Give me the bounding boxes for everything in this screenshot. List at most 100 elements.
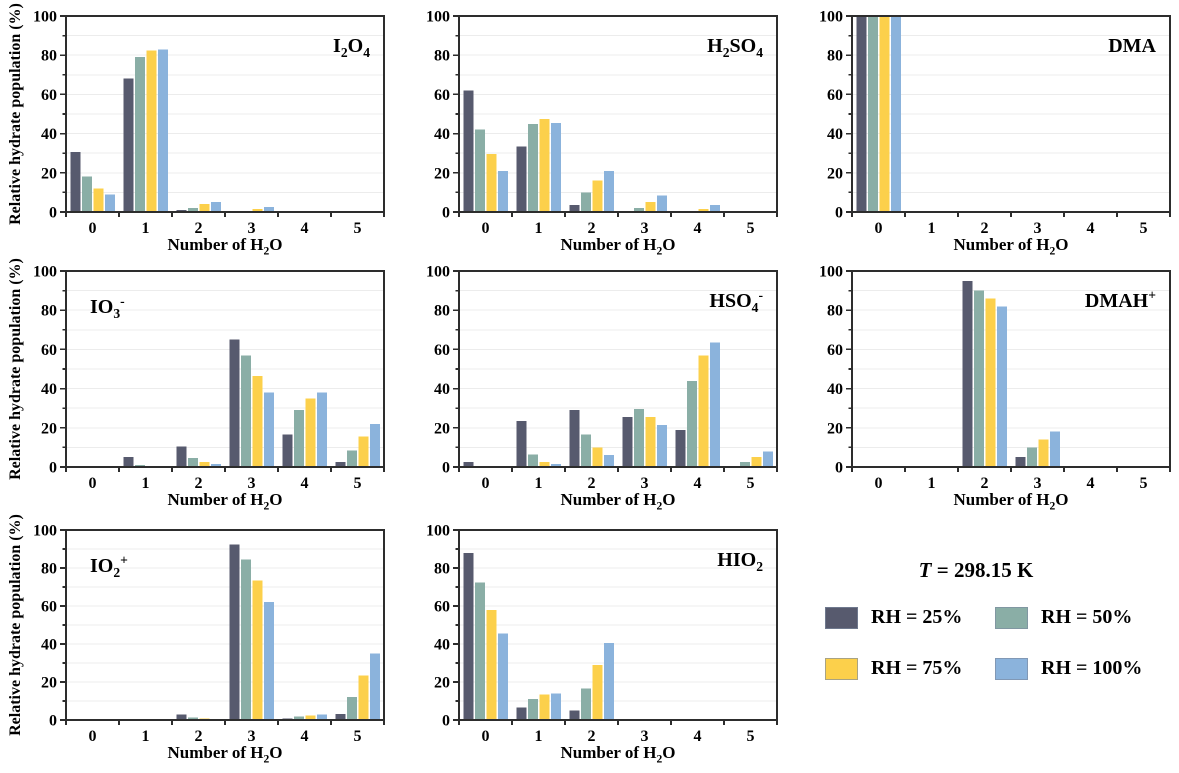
ytick-label: 80	[41, 48, 57, 65]
bar-io3-s0-c2	[176, 446, 187, 467]
panel-title-dma: DMA	[1108, 35, 1156, 57]
xtick-label: 4	[301, 475, 309, 492]
ytick-label: 40	[434, 637, 450, 654]
xtick-label: 4	[694, 475, 702, 492]
ytick-label: 20	[827, 165, 843, 182]
legend-label: RH = 75%	[871, 657, 963, 679]
panel-title-hso4: HSO4-	[709, 287, 763, 315]
ytick-label: 80	[41, 303, 57, 320]
x-axis-title: Number of H2O	[953, 490, 1068, 510]
panel-title-hio2: HIO2	[717, 549, 763, 574]
x-axis-title: Number of H2O	[167, 743, 282, 765]
bar-hso4-s2-c1	[539, 462, 550, 467]
panel-io3: 0 20 40 60 80 100 0 1 2 3 4 5 Number of H2O Relative …	[0, 255, 393, 510]
temperature-symbol: T	[918, 558, 932, 582]
xtick-label: 4	[301, 728, 309, 745]
bar-hso4-s0-c4	[675, 429, 686, 467]
bar-dma-s1-c0	[867, 16, 878, 212]
panel-hso4: 0 20 40 60 80 100 0 1 2 3 4 5 Number of H2O HSO4-	[393, 255, 786, 510]
panel-h2so4: 0 20 40 60 80 100 0 1 2 3 4 5 Number of H2O H2SO4	[393, 0, 786, 255]
xtick-label: 5	[354, 728, 362, 745]
bar-io3-s3-c2	[210, 464, 221, 467]
x-axis-title: Number of H2O	[560, 743, 675, 765]
xtick-label: 2	[195, 220, 203, 237]
xtick-label: 3	[248, 220, 256, 237]
bar-hio2-s0-c1	[516, 707, 527, 720]
xtick-label: 2	[588, 475, 596, 492]
legend-swatch	[825, 606, 858, 629]
bar-hso4-s1-c3	[633, 409, 644, 467]
chart-h2so4: 0 20 40 60 80 100 0 1 2 3 4 5 Number of H2O H2SO4	[426, 9, 778, 255]
xtick-label: 1	[142, 728, 150, 745]
bar-i2o4-s2-c3	[252, 209, 263, 212]
bar-dmah-s1-c3	[1026, 447, 1037, 467]
xtick-label: 3	[641, 220, 649, 237]
bar-hio2-s1-c0	[474, 582, 485, 720]
ytick-label: 40	[434, 381, 450, 398]
bar-h2so4-s1-c0	[474, 129, 485, 212]
bar-h2so4-s1-c1	[527, 123, 538, 212]
bar-io3-s1-c3	[240, 355, 251, 467]
ytick-label: 100	[33, 264, 57, 281]
bar-io2-s2-c5	[358, 675, 369, 720]
legend-swatch	[995, 606, 1028, 629]
ytick-label: 100	[426, 264, 450, 281]
xtick-label: 1	[142, 475, 150, 492]
legend-temperature-label: T = 298.15 K	[786, 558, 1166, 583]
bar-i2o4-s2-c1	[146, 50, 157, 212]
bar-h2so4-s3-c1	[550, 122, 561, 212]
ytick-label: 0	[442, 205, 450, 222]
xtick-label: 2	[981, 220, 989, 237]
legend: T = 298.15 K RH = 25% RH = 50% RH = 75% RH …	[786, 510, 1179, 773]
chart-i2o4: 0 20 40 60 80 100 0 1 2 3 4 5 Number of H2O Relative …	[7, 3, 385, 255]
bar-dmah-s0-c3	[1015, 457, 1026, 467]
bar-i2o4-s1-c1	[134, 57, 145, 212]
y-axis-title: Relative hydrate population (%)	[7, 258, 24, 480]
x-axis-title: Number of H2O	[953, 235, 1068, 255]
bar-io2-s3-c4	[316, 714, 327, 720]
xtick-label: 2	[195, 728, 203, 745]
panel-io2: 0 20 40 60 80 100 0 1 2 3 4 5 Number of H2O Relative …	[0, 510, 393, 773]
ytick-label: 80	[434, 48, 450, 65]
panel-hio2: 0 20 40 60 80 100 0 1 2 3 4 5 Number of H2O HIO2	[393, 510, 786, 773]
bar-io3-s0-c4	[282, 434, 293, 467]
panel-dmah: 0 20 40 60 80 100 0 1 2 3 4 5 Number of H2O DMAH+	[786, 255, 1179, 510]
bar-h2so4-s0-c2	[569, 205, 580, 212]
bar-io2-s2-c4	[305, 715, 316, 720]
bar-io2-s1-c3	[240, 559, 251, 720]
legend-swatch	[995, 657, 1028, 680]
bar-hso4-s0-c3	[622, 417, 633, 467]
bar-io3-s2-c4	[305, 398, 316, 467]
bar-hso4-s3-c1	[550, 464, 561, 467]
xtick-label: 4	[1087, 475, 1095, 492]
y-axis-title: Relative hydrate population (%)	[7, 514, 24, 736]
xtick-label: 5	[1140, 220, 1148, 237]
legend-swatch	[825, 657, 858, 680]
bar-io3-s1-c2	[187, 458, 198, 467]
ytick-label: 100	[819, 264, 843, 281]
bar-dma-s0-c0	[856, 16, 867, 212]
bar-hso4-s3-c3	[656, 424, 667, 467]
bar-io3-s0-c1	[123, 457, 134, 467]
ytick-label: 40	[827, 381, 843, 398]
xtick-label: 5	[1140, 475, 1148, 492]
ytick-label: 20	[434, 420, 450, 437]
legend-entry-rh25: RH = 25%	[825, 606, 962, 629]
bar-i2o4-s2-c0	[93, 188, 104, 212]
xtick-label: 1	[928, 220, 936, 237]
xtick-label: 2	[981, 475, 989, 492]
xtick-label: 2	[588, 728, 596, 745]
bar-i2o4-s3-c0	[104, 194, 115, 212]
ytick-label: 20	[434, 165, 450, 182]
bar-i2o4-s3-c1	[157, 49, 168, 212]
bar-hso4-s1-c4	[686, 380, 697, 467]
bar-io3-s2-c3	[252, 375, 263, 467]
bar-io2-s0-c2	[176, 714, 187, 720]
bar-hso4-s1-c1	[527, 454, 538, 467]
bar-io3-s2-c5	[358, 436, 369, 467]
ytick-label: 100	[33, 523, 57, 540]
xtick-label: 2	[195, 475, 203, 492]
x-axis-title: Number of H2O	[167, 235, 282, 255]
ytick-label: 60	[827, 342, 843, 359]
